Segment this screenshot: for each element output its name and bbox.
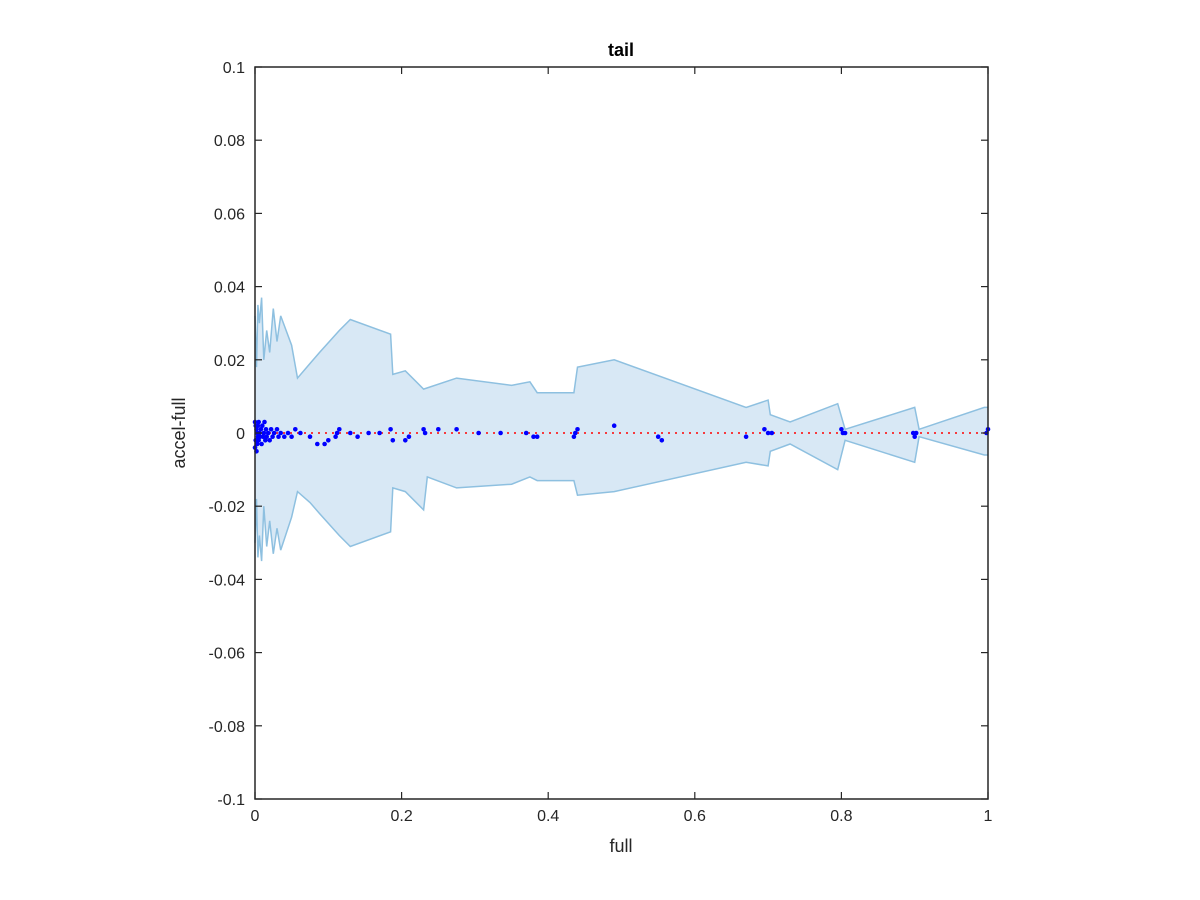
data-point bbox=[255, 423, 261, 429]
x-tick-label: 0.8 bbox=[830, 808, 852, 825]
data-point bbox=[278, 430, 284, 436]
y-tick-label: 0.06 bbox=[214, 206, 245, 223]
data-point bbox=[263, 427, 269, 432]
data-point bbox=[573, 430, 578, 436]
x-tick-label: 0.4 bbox=[537, 808, 559, 825]
y-tick-label: -0.04 bbox=[209, 572, 246, 589]
data-point bbox=[326, 438, 331, 443]
band-upper-edge bbox=[254, 297, 988, 431]
data-point bbox=[267, 438, 273, 443]
data-point bbox=[575, 427, 580, 432]
data-point bbox=[743, 434, 749, 440]
y-ticks: 0.1 0.08 0.06 0.04 0.02 0 -0.02 -0.04 -0.06 -0.08… bbox=[209, 60, 988, 809]
data-point bbox=[531, 434, 536, 440]
data-point bbox=[254, 441, 260, 447]
data-point bbox=[307, 434, 313, 440]
data-point bbox=[523, 430, 529, 436]
data-point bbox=[390, 438, 396, 443]
data-point bbox=[765, 430, 771, 436]
data-point bbox=[571, 434, 577, 440]
data-point bbox=[274, 427, 280, 432]
y-tick-label: 0.08 bbox=[214, 133, 245, 150]
band-area bbox=[255, 297, 988, 562]
data-point bbox=[270, 434, 275, 440]
data-point bbox=[422, 430, 428, 436]
data-point bbox=[842, 430, 848, 436]
data-point bbox=[337, 427, 342, 432]
x-tick-label: 1 bbox=[984, 808, 993, 825]
data-point bbox=[322, 441, 327, 447]
data-point bbox=[315, 441, 320, 447]
data-point bbox=[289, 434, 294, 440]
data-point bbox=[366, 430, 371, 436]
data-point bbox=[769, 430, 775, 436]
data-point bbox=[913, 430, 919, 436]
data-point bbox=[421, 427, 426, 432]
y-tick-label: -0.02 bbox=[209, 499, 246, 516]
x-ticks: 0 0.2 0.4 0.6 0.8 1 bbox=[251, 67, 993, 825]
data-point bbox=[256, 419, 262, 425]
data-point bbox=[355, 434, 360, 440]
data-point bbox=[263, 438, 268, 443]
data-point bbox=[276, 434, 281, 440]
data-point bbox=[388, 427, 393, 432]
data-point bbox=[282, 434, 287, 440]
data-point bbox=[260, 423, 265, 429]
data-point bbox=[260, 434, 266, 440]
data-point bbox=[264, 434, 270, 440]
data-point bbox=[256, 438, 262, 443]
x-axis-label: full bbox=[609, 836, 632, 856]
data-point bbox=[265, 430, 271, 436]
data-point bbox=[611, 423, 617, 429]
y-tick-label: -0.1 bbox=[217, 792, 245, 809]
band-lower-edge bbox=[254, 435, 988, 562]
data-point bbox=[403, 438, 408, 443]
x-tick-label: 0 bbox=[251, 808, 260, 825]
y-tick-label: 0.1 bbox=[223, 60, 245, 77]
data-point bbox=[406, 434, 412, 440]
data-point bbox=[454, 427, 459, 432]
y-axis-label: accel-full bbox=[169, 397, 189, 468]
data-point bbox=[333, 434, 338, 440]
x-tick-label: 0.6 bbox=[684, 808, 706, 825]
data-point bbox=[268, 427, 274, 432]
x-tick-label: 0.2 bbox=[390, 808, 412, 825]
y-tick-label: -0.08 bbox=[209, 719, 246, 736]
y-tick-label: -0.06 bbox=[209, 646, 246, 663]
chart-title: tail bbox=[608, 40, 634, 60]
data-point bbox=[912, 434, 917, 440]
y-tick-label: 0.04 bbox=[214, 280, 245, 297]
data-point bbox=[293, 427, 298, 432]
data-point bbox=[285, 430, 291, 436]
data-point bbox=[262, 419, 267, 425]
data-point bbox=[377, 430, 382, 436]
y-tick-label: 0.02 bbox=[214, 353, 245, 370]
data-point bbox=[655, 434, 661, 440]
data-point bbox=[839, 427, 844, 432]
data-point bbox=[762, 427, 767, 432]
data-point bbox=[476, 430, 481, 436]
data-point bbox=[271, 430, 277, 436]
data-point bbox=[348, 430, 353, 436]
confidence-band bbox=[254, 297, 988, 562]
data-point bbox=[258, 427, 264, 432]
data-point bbox=[534, 434, 540, 440]
data-point bbox=[259, 441, 264, 447]
data-point bbox=[436, 427, 441, 432]
data-point bbox=[659, 438, 665, 443]
y-tick-label: 0 bbox=[236, 426, 245, 443]
data-point bbox=[298, 430, 303, 436]
data-point bbox=[498, 430, 503, 436]
data-point bbox=[334, 430, 340, 436]
data-point bbox=[261, 430, 267, 436]
